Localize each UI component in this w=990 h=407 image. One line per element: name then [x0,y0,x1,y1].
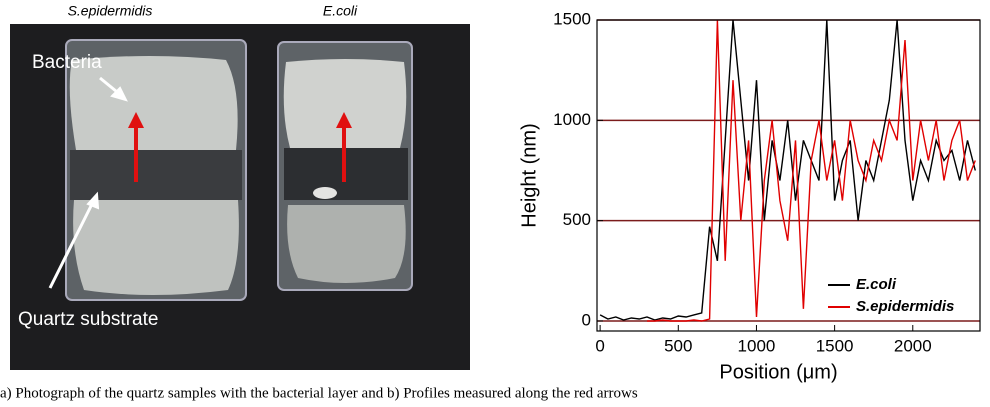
annotation: Bacteria [32,52,102,73]
photo-label: E.coli [323,3,358,19]
photograph [10,24,470,370]
y-axis-label: Height (nm) [518,123,540,227]
x-tick-label: 500 [664,336,692,355]
plot-frame [596,19,981,332]
y-tick-label: 500 [563,210,591,229]
x-tick-label: 1500 [816,336,854,355]
legend-label: S.epidermidis [856,298,954,315]
y-tick-label: 1000 [553,110,591,129]
caption: a) Photograph of the quartz samples with… [0,385,638,401]
photo-label: S.epidermidis [68,3,153,19]
y-tick-label: 1500 [553,9,591,28]
x-tick-label: 0 [595,336,604,355]
x-axis-label: Position (μm) [719,361,837,383]
data-line [647,20,976,322]
y-tick-label: 0 [582,310,591,329]
annotation: Quartz substrate [18,309,158,330]
x-tick-label: 2000 [894,336,932,355]
x-tick-label: 1000 [738,336,776,355]
legend-label: E.coli [856,276,897,293]
data-line [599,20,976,321]
chart: 0 500 1000 1500 0 500 1000 1500 2000 Height (nm) P… [518,9,981,383]
